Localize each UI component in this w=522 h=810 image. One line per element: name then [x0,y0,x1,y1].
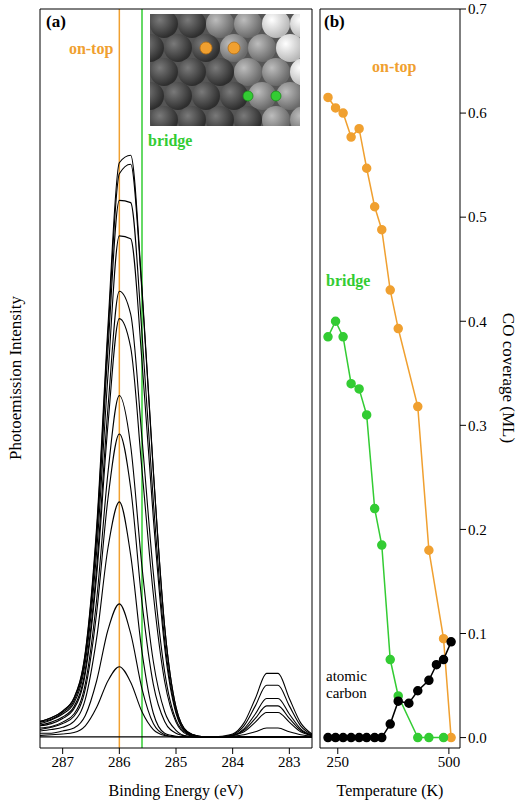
svg-text:Binding Energy (eV): Binding Energy (eV) [109,782,244,800]
html-text:atomic: atomic [326,668,367,684]
svg-text:0.6: 0.6 [468,105,487,121]
html-text:(a): (a) [46,12,66,31]
svg-text:500: 500 [438,754,461,770]
svg-text:250: 250 [327,754,350,770]
html-text:CO coverage (ML): CO coverage (ML) [499,312,518,444]
html-text:carbon: carbon [326,685,367,701]
svg-text:Temperature (K): Temperature (K) [337,782,444,800]
html-text:bridge: bridge [148,132,193,149]
svg-text:284: 284 [221,754,244,770]
svg-text:283: 283 [278,754,301,770]
html-text:Photoemission Intensity: Photoemission Intensity [6,296,25,460]
svg-text:0.7: 0.7 [468,1,487,17]
svg-text:0.4: 0.4 [468,314,487,330]
html-text:on-top: on-top [68,40,114,57]
svg-text:286: 286 [108,754,131,770]
html-text:bridge: bridge [326,272,371,289]
svg-text:287: 287 [51,754,74,770]
svg-text:0.1: 0.1 [468,626,487,642]
svg-text:0.2: 0.2 [468,522,487,538]
svg-text:0.3: 0.3 [468,418,487,434]
svg-text:0.0: 0.0 [468,730,487,746]
svg-text:285: 285 [165,754,188,770]
html-text:on-top: on-top [372,58,417,75]
svg-text:0.5: 0.5 [468,209,487,225]
html-text:(b): (b) [324,12,345,31]
